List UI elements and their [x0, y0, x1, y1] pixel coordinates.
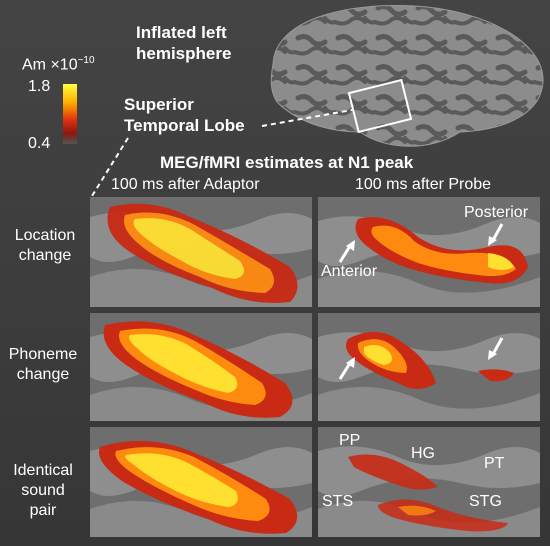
label-sts: STS	[322, 493, 354, 510]
row-label-phoneme: Phoneme change	[8, 346, 78, 383]
connector-lines	[91, 109, 353, 197]
phoneme-anterior-arrow-icon	[338, 357, 355, 380]
label-posterior: Posterior	[464, 204, 529, 221]
label-hg: HG	[411, 445, 435, 462]
region-label-line2: Temporal Lobe	[124, 116, 245, 135]
row-label-identical: Identical sound pair	[13, 462, 73, 519]
panel-identical-probe	[318, 427, 540, 537]
label-anterior: Anterior	[321, 263, 378, 280]
figure-title: MEG/fMRI estimates at N1 peak	[160, 153, 414, 172]
colorbar-max: 1.8	[28, 78, 51, 95]
panel-location-probe	[318, 197, 540, 307]
colorbar-unit: Am ×10−10	[22, 55, 95, 74]
colorbar-exponent: −10	[77, 55, 95, 66]
label-stg: STG	[469, 493, 502, 510]
column-header-adaptor: 100 ms after Adaptor	[111, 176, 260, 193]
anterior-arrow-icon	[338, 240, 355, 263]
label-pp: PP	[339, 432, 361, 449]
brain-title-line2: hemisphere	[136, 44, 232, 63]
panel-location-adaptor	[90, 197, 312, 307]
phoneme-posterior-arrow-icon	[488, 337, 504, 360]
panel-phoneme-probe	[318, 313, 540, 421]
inflated-brain-illustration	[270, 4, 544, 147]
colorbar-min: 0.4	[28, 135, 51, 152]
posterior-arrow-icon	[488, 223, 504, 246]
panel-identical-adaptor	[90, 427, 312, 537]
colorbar-gradient	[63, 84, 77, 144]
label-pt: PT	[484, 455, 505, 472]
brain-title-line1: Inflated left	[136, 23, 227, 42]
region-label-line1: Superior	[124, 95, 194, 114]
row-label-location: Location change	[14, 227, 76, 264]
column-header-probe: 100 ms after Probe	[355, 176, 492, 193]
panel-phoneme-adaptor	[90, 313, 312, 421]
